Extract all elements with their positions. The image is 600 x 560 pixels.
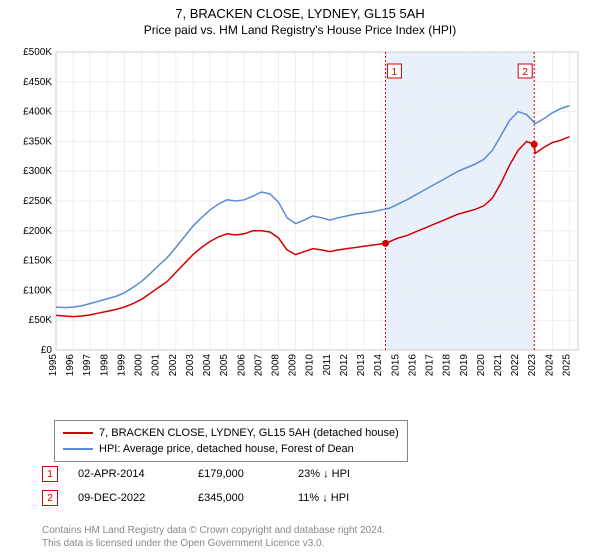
footer-attribution: Contains HM Land Registry data © Crown c… <box>42 524 385 550</box>
svg-text:2004: 2004 <box>202 354 213 377</box>
sale-marker-1: 1 <box>42 466 58 482</box>
svg-text:£300K: £300K <box>23 166 52 177</box>
svg-text:2022: 2022 <box>510 354 521 377</box>
svg-text:2020: 2020 <box>476 354 487 377</box>
legend-swatch-property <box>63 432 93 434</box>
svg-text:£100K: £100K <box>23 285 52 296</box>
svg-text:2017: 2017 <box>425 354 436 377</box>
svg-text:2005: 2005 <box>219 354 230 377</box>
svg-text:2000: 2000 <box>134 354 145 377</box>
legend-item-hpi: HPI: Average price, detached house, Fore… <box>63 441 399 457</box>
svg-text:£350K: £350K <box>23 136 52 147</box>
svg-text:1995: 1995 <box>48 354 59 377</box>
legend-label-hpi: HPI: Average price, detached house, Fore… <box>99 441 354 457</box>
legend: 7, BRACKEN CLOSE, LYDNEY, GL15 5AH (deta… <box>54 420 408 462</box>
svg-text:2007: 2007 <box>253 354 264 377</box>
sale-diff-1: 23% ↓ HPI <box>298 468 418 480</box>
svg-text:2009: 2009 <box>288 354 299 377</box>
chart-area: £0£50K£100K£150K£200K£250K£300K£350K£400… <box>12 48 588 398</box>
sale-date-2: 09-DEC-2022 <box>78 492 198 504</box>
svg-text:£250K: £250K <box>23 196 52 207</box>
sale-row-2: 2 09-DEC-2022 £345,000 11% ↓ HPI <box>42 490 418 506</box>
sale-marker-2: 2 <box>42 490 58 506</box>
svg-text:2015: 2015 <box>390 354 401 377</box>
svg-text:2024: 2024 <box>544 354 555 377</box>
sale-date-1: 02-APR-2014 <box>78 468 198 480</box>
svg-text:£150K: £150K <box>23 256 52 267</box>
svg-text:£450K: £450K <box>23 77 52 88</box>
svg-text:1998: 1998 <box>99 354 110 377</box>
legend-swatch-hpi <box>63 448 93 450</box>
svg-text:2023: 2023 <box>527 354 538 377</box>
svg-text:2: 2 <box>522 67 528 78</box>
svg-text:£400K: £400K <box>23 107 52 118</box>
sale-row-1: 1 02-APR-2014 £179,000 23% ↓ HPI <box>42 466 418 482</box>
svg-text:2013: 2013 <box>356 354 367 377</box>
svg-text:2001: 2001 <box>151 354 162 377</box>
svg-text:£200K: £200K <box>23 226 52 237</box>
svg-text:1999: 1999 <box>116 354 127 377</box>
title-address: 7, BRACKEN CLOSE, LYDNEY, GL15 5AH <box>0 6 600 21</box>
svg-text:2010: 2010 <box>305 354 316 377</box>
svg-text:2003: 2003 <box>185 354 196 377</box>
sale-num-1: 1 <box>47 469 53 480</box>
svg-text:2016: 2016 <box>407 354 418 377</box>
svg-text:1: 1 <box>392 67 398 78</box>
svg-text:1996: 1996 <box>65 354 76 377</box>
title-subtitle: Price paid vs. HM Land Registry's House … <box>0 23 600 37</box>
svg-text:2025: 2025 <box>561 354 572 377</box>
svg-text:2012: 2012 <box>339 354 350 377</box>
svg-text:£50K: £50K <box>29 315 53 326</box>
price-line-chart: £0£50K£100K£150K£200K£250K£300K£350K£400… <box>12 48 588 378</box>
svg-text:2018: 2018 <box>442 354 453 377</box>
svg-text:2008: 2008 <box>270 354 281 377</box>
svg-text:1997: 1997 <box>82 354 93 377</box>
chart-title: 7, BRACKEN CLOSE, LYDNEY, GL15 5AH Price… <box>0 0 600 37</box>
legend-item-property: 7, BRACKEN CLOSE, LYDNEY, GL15 5AH (deta… <box>63 425 399 441</box>
sale-price-1: £179,000 <box>198 468 298 480</box>
legend-label-property: 7, BRACKEN CLOSE, LYDNEY, GL15 5AH (deta… <box>99 425 399 441</box>
sale-diff-2: 11% ↓ HPI <box>298 492 418 504</box>
footer-line2: This data is licensed under the Open Gov… <box>42 537 385 550</box>
sale-num-2: 2 <box>47 493 53 504</box>
svg-text:2021: 2021 <box>493 354 504 377</box>
footer-line1: Contains HM Land Registry data © Crown c… <box>42 524 385 537</box>
sale-price-2: £345,000 <box>198 492 298 504</box>
svg-text:2014: 2014 <box>373 354 384 377</box>
svg-text:2006: 2006 <box>236 354 247 377</box>
svg-text:£500K: £500K <box>23 48 52 58</box>
svg-text:2011: 2011 <box>322 354 333 376</box>
svg-text:2002: 2002 <box>168 354 179 377</box>
svg-text:2019: 2019 <box>459 354 470 377</box>
